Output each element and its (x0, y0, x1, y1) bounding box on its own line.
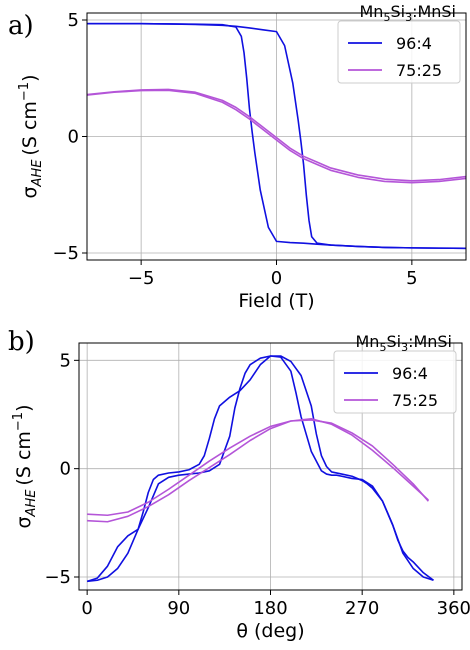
legend-title-end: :MnSi (408, 332, 452, 351)
legend-title-end: :MnSi (412, 2, 456, 21)
y-tick-label: 0 (60, 459, 71, 480)
x-tick-label: −5 (128, 268, 155, 289)
legend-label: 96:4 (396, 34, 432, 53)
legend-title-mid: Si (390, 2, 405, 21)
legend-label: 75:25 (392, 391, 438, 410)
panel-label: a) (8, 11, 34, 41)
x-tick-label: 0 (81, 598, 92, 619)
legend-label: 75:25 (396, 61, 442, 80)
series-group (86, 355, 434, 583)
x-tick-label: 360 (437, 598, 470, 619)
y-tick-label: 5 (60, 350, 71, 371)
series-line-75-25-forward (87, 418, 429, 517)
x-tick-label: 5 (406, 268, 417, 289)
series-line-96-4-sweep-up (87, 22, 466, 250)
legend-title-sub2: 3 (401, 341, 408, 354)
legend-box (337, 20, 461, 84)
y-axis-label-main: σ (19, 186, 41, 198)
legend-title-mid: Si (386, 332, 401, 351)
y-tick-label: −5 (44, 567, 71, 588)
y-axis-label-sub: AHE (30, 159, 45, 188)
y-axis-label-unit: (S cm (13, 431, 35, 485)
panel-label: b) (8, 327, 35, 357)
legend-title-sub2: 3 (405, 11, 412, 24)
legend-title-main: Mn (356, 332, 380, 351)
y-axis-label-sub: AHE (24, 489, 39, 518)
y-tick-label: 5 (68, 10, 79, 31)
series-line-75-25-backward (87, 419, 429, 523)
x-tick-label: 180 (253, 598, 287, 619)
y-tick-label: 0 (68, 127, 79, 148)
series-line-75-25-sweep-up (87, 89, 466, 184)
y-axis-label-unit: (S cm (19, 101, 41, 155)
series-line-75-25-sweep-down (87, 88, 466, 182)
legend-box (333, 350, 457, 414)
y-axis-label: σAHE (S cm−1) (17, 75, 45, 199)
legend-title: Mn5Si3:MnSi (360, 2, 457, 24)
legend-title-sub1: 5 (383, 11, 390, 24)
x-axis-label: Field (T) (238, 290, 314, 312)
series-group (87, 22, 466, 250)
y-axis-label-exp: −1 (11, 412, 26, 431)
y-tick-label: −5 (52, 243, 79, 264)
legend-title: Mn5Si3:MnSi (356, 332, 453, 354)
legend-title-sub1: 5 (379, 341, 386, 354)
y-axis-label: σAHE (S cm−1) (11, 405, 39, 529)
y-axis-label-exp: −1 (17, 82, 32, 101)
x-axis-label: θ (deg) (236, 620, 304, 642)
x-tick-label: 0 (271, 268, 282, 289)
x-tick-label: 270 (345, 598, 379, 619)
legend-label: 96:4 (392, 364, 428, 383)
legend-title-main: Mn (360, 2, 384, 21)
series-line-96-4-backward (86, 355, 434, 583)
y-axis-label-main: σ (13, 516, 35, 528)
y-axis-label-close: ) (19, 75, 41, 82)
y-axis-label-close: ) (13, 405, 35, 412)
x-tick-label: 90 (167, 598, 190, 619)
